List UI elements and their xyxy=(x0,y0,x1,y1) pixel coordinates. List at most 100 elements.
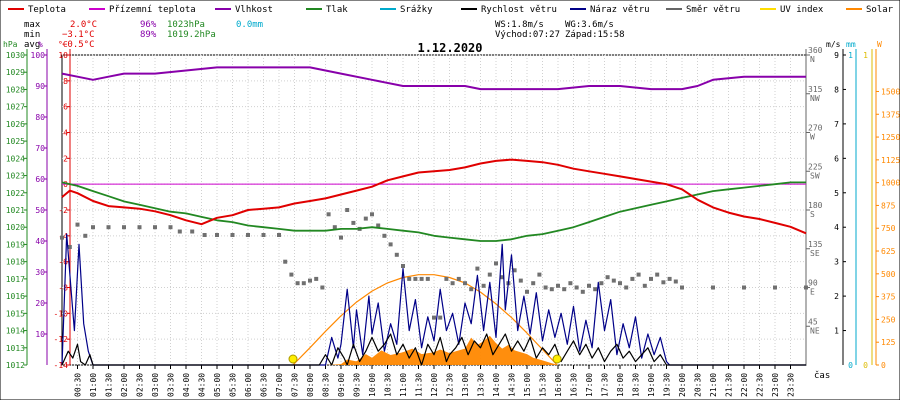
wind-direction-point xyxy=(673,279,678,284)
x-tick-label: 03:30 xyxy=(167,373,176,397)
temperature-tick-label: 4 xyxy=(63,129,68,138)
wind-direction-point xyxy=(537,272,542,277)
direction-compass-label: NE xyxy=(810,326,820,335)
x-tick-label: 16:30 xyxy=(570,373,579,397)
temperature-tick-label: -10 xyxy=(54,309,69,318)
wind-direction-point xyxy=(556,283,560,288)
direction-compass-label: SW xyxy=(810,171,820,180)
stats-sunset: Západ:15:58 xyxy=(565,30,625,40)
x-tick-label: 02:30 xyxy=(136,373,145,397)
wind-direction-point xyxy=(168,225,173,230)
sun-marker-sunset xyxy=(552,354,562,364)
pressure-tick-label: 1019 xyxy=(6,240,25,249)
x-tick-label: 15:00 xyxy=(523,373,532,397)
wind-direction-point xyxy=(574,285,579,290)
solar-tick-label: 500 xyxy=(881,270,896,279)
direction-tick-label: 135 xyxy=(808,240,823,249)
wind-direction-point xyxy=(67,245,72,249)
wind-direction-point xyxy=(314,276,319,281)
humidity-tick-label: 80 xyxy=(35,113,45,122)
x-tick-label: 09:00 xyxy=(337,373,346,397)
legend-label-9: Solar xyxy=(866,5,894,15)
x-tick-label: 08:00 xyxy=(306,373,315,397)
wind-direction-point xyxy=(531,281,536,286)
wind-tick-label: 5 xyxy=(834,189,839,198)
stats-avg-label: avg xyxy=(24,40,40,50)
wind-direction-point xyxy=(283,259,288,264)
rain-unit: mm xyxy=(846,40,856,49)
wind-direction-point xyxy=(444,276,449,281)
stats-min-label: min xyxy=(24,30,40,40)
solar-tick-label: 1375 xyxy=(881,110,900,119)
direction-tick-label: 270 xyxy=(808,124,823,133)
wind-direction-point xyxy=(469,287,474,292)
x-tick-label: 10:00 xyxy=(368,373,377,397)
direction-tick-label: 90 xyxy=(808,279,818,288)
wind-direction-point xyxy=(605,275,610,280)
wind-direction-point xyxy=(339,235,343,240)
stats-sunrise: Východ:07:27 xyxy=(495,30,560,40)
pressure-tick-label: 1025 xyxy=(6,137,25,146)
pressure-tick-label: 1024 xyxy=(6,154,25,163)
direction-tick-label: 45 xyxy=(808,317,818,326)
legend-label-2: Vlhkost xyxy=(235,5,273,15)
pressure-tick-label: 1014 xyxy=(6,327,25,336)
wind-tick-label: 2 xyxy=(834,292,839,301)
stats-max-humidity: 96% xyxy=(140,20,157,30)
wind-direction-point xyxy=(394,252,399,257)
wind-direction-point xyxy=(308,278,312,283)
wind-direction-point xyxy=(261,233,266,237)
solar-tick-label: 375 xyxy=(881,293,896,302)
x-tick-label: 08:30 xyxy=(322,373,331,397)
direction-tick-label: 225 xyxy=(808,162,823,171)
x-tick-label: 19:30 xyxy=(663,373,672,397)
wind-direction-point xyxy=(401,264,405,268)
wind-unit: m/s xyxy=(826,40,841,49)
temperature-tick-label: -14 xyxy=(54,361,69,370)
legend: Teplota Přízemní teplota Vlhkost Tlak Srážky… xyxy=(8,5,894,15)
x-tick-label: 07:00 xyxy=(275,373,284,397)
legend-label-8: UV index xyxy=(780,5,824,15)
x-tick-label: 09:30 xyxy=(353,373,362,397)
wind-direction-point xyxy=(230,233,235,237)
wind-direction-point xyxy=(363,216,368,221)
wind-tick-label: 8 xyxy=(834,85,839,94)
wind-direction-point xyxy=(667,276,672,281)
uv-tick-label: 0 xyxy=(863,361,868,370)
wind-direction-point xyxy=(661,280,666,285)
direction-compass-label: E xyxy=(810,288,815,297)
x-tick-label: 11:30 xyxy=(415,373,424,397)
solar-tick-label: 1000 xyxy=(881,179,900,188)
temperature-tick-label: -6 xyxy=(58,258,68,267)
humidity-tick-label: 20 xyxy=(35,299,45,308)
wind-direction-point xyxy=(370,212,374,217)
wind-tick-label: 4 xyxy=(834,223,839,232)
temperature-tick-label: 8 xyxy=(63,77,68,86)
pressure-tick-label: 1022 xyxy=(6,189,25,198)
solar-tick-label: 750 xyxy=(881,224,896,233)
pressure-tick-label: 1021 xyxy=(6,206,25,215)
wind-direction-point xyxy=(289,272,294,277)
wind-direction-point xyxy=(680,285,684,290)
wind-direction-point xyxy=(215,233,219,237)
wind-direction-point xyxy=(481,283,486,288)
x-tick-label: 01:00 xyxy=(89,373,98,397)
legend-label-0: Teplota xyxy=(28,5,66,15)
solar-area xyxy=(279,335,558,365)
wind-direction-point xyxy=(153,225,157,230)
stats-panel: max 2.0°C 96% 1023hPa 0.0mm min −3.1°C 8… xyxy=(24,20,625,50)
wind-direction-point xyxy=(83,233,88,238)
pressure-tick-label: 1029 xyxy=(6,68,25,77)
x-tick-label: 14:00 xyxy=(492,373,501,397)
wind-direction-point xyxy=(456,276,461,281)
stats-rain: 0.0mm xyxy=(236,20,263,30)
rain-tick-label: 0 xyxy=(848,361,853,370)
wind-direction-point xyxy=(549,287,554,292)
x-tick-label: 19:00 xyxy=(647,373,656,397)
wind-direction-point xyxy=(177,229,182,234)
pressure-tick-label: 1016 xyxy=(6,292,25,301)
wind-tick-label: 7 xyxy=(834,120,839,129)
wind-direction-point xyxy=(487,272,492,277)
wind-direction-point xyxy=(624,285,629,290)
